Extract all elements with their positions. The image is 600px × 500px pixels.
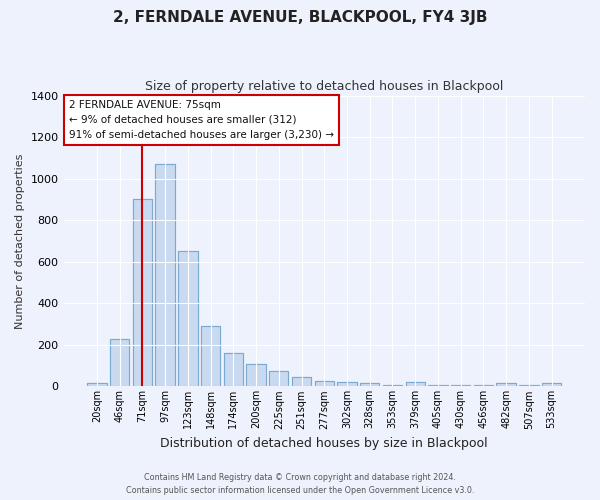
Bar xyxy=(314,381,334,386)
Bar xyxy=(87,384,107,386)
Bar xyxy=(247,364,266,386)
Bar xyxy=(496,384,516,386)
Bar xyxy=(224,353,243,386)
Bar xyxy=(155,164,175,386)
Bar xyxy=(269,371,289,386)
Bar xyxy=(406,382,425,386)
Bar xyxy=(201,326,220,386)
Bar xyxy=(224,353,243,386)
Text: Contains HM Land Registry data © Crown copyright and database right 2024.
Contai: Contains HM Land Registry data © Crown c… xyxy=(126,474,474,495)
Bar xyxy=(496,384,516,386)
Bar xyxy=(178,252,197,386)
Bar xyxy=(292,377,311,386)
Bar xyxy=(201,326,220,386)
Bar xyxy=(337,382,356,386)
Y-axis label: Number of detached properties: Number of detached properties xyxy=(15,154,25,328)
Bar xyxy=(337,382,356,386)
Bar xyxy=(314,381,334,386)
Text: 2, FERNDALE AVENUE, BLACKPOOL, FY4 3JB: 2, FERNDALE AVENUE, BLACKPOOL, FY4 3JB xyxy=(113,10,487,25)
Bar xyxy=(178,252,197,386)
Bar xyxy=(292,377,311,386)
Bar xyxy=(110,338,130,386)
Bar xyxy=(247,364,266,386)
Bar xyxy=(87,384,107,386)
Bar xyxy=(360,384,379,386)
Bar xyxy=(110,338,130,386)
Bar xyxy=(542,384,561,386)
Bar xyxy=(360,384,379,386)
Title: Size of property relative to detached houses in Blackpool: Size of property relative to detached ho… xyxy=(145,80,503,93)
Bar xyxy=(133,200,152,386)
X-axis label: Distribution of detached houses by size in Blackpool: Distribution of detached houses by size … xyxy=(160,437,488,450)
Bar xyxy=(133,200,152,386)
Bar xyxy=(406,382,425,386)
Bar xyxy=(269,371,289,386)
Text: 2 FERNDALE AVENUE: 75sqm
← 9% of detached houses are smaller (312)
91% of semi-d: 2 FERNDALE AVENUE: 75sqm ← 9% of detache… xyxy=(69,100,334,140)
Bar xyxy=(155,164,175,386)
Bar xyxy=(542,384,561,386)
